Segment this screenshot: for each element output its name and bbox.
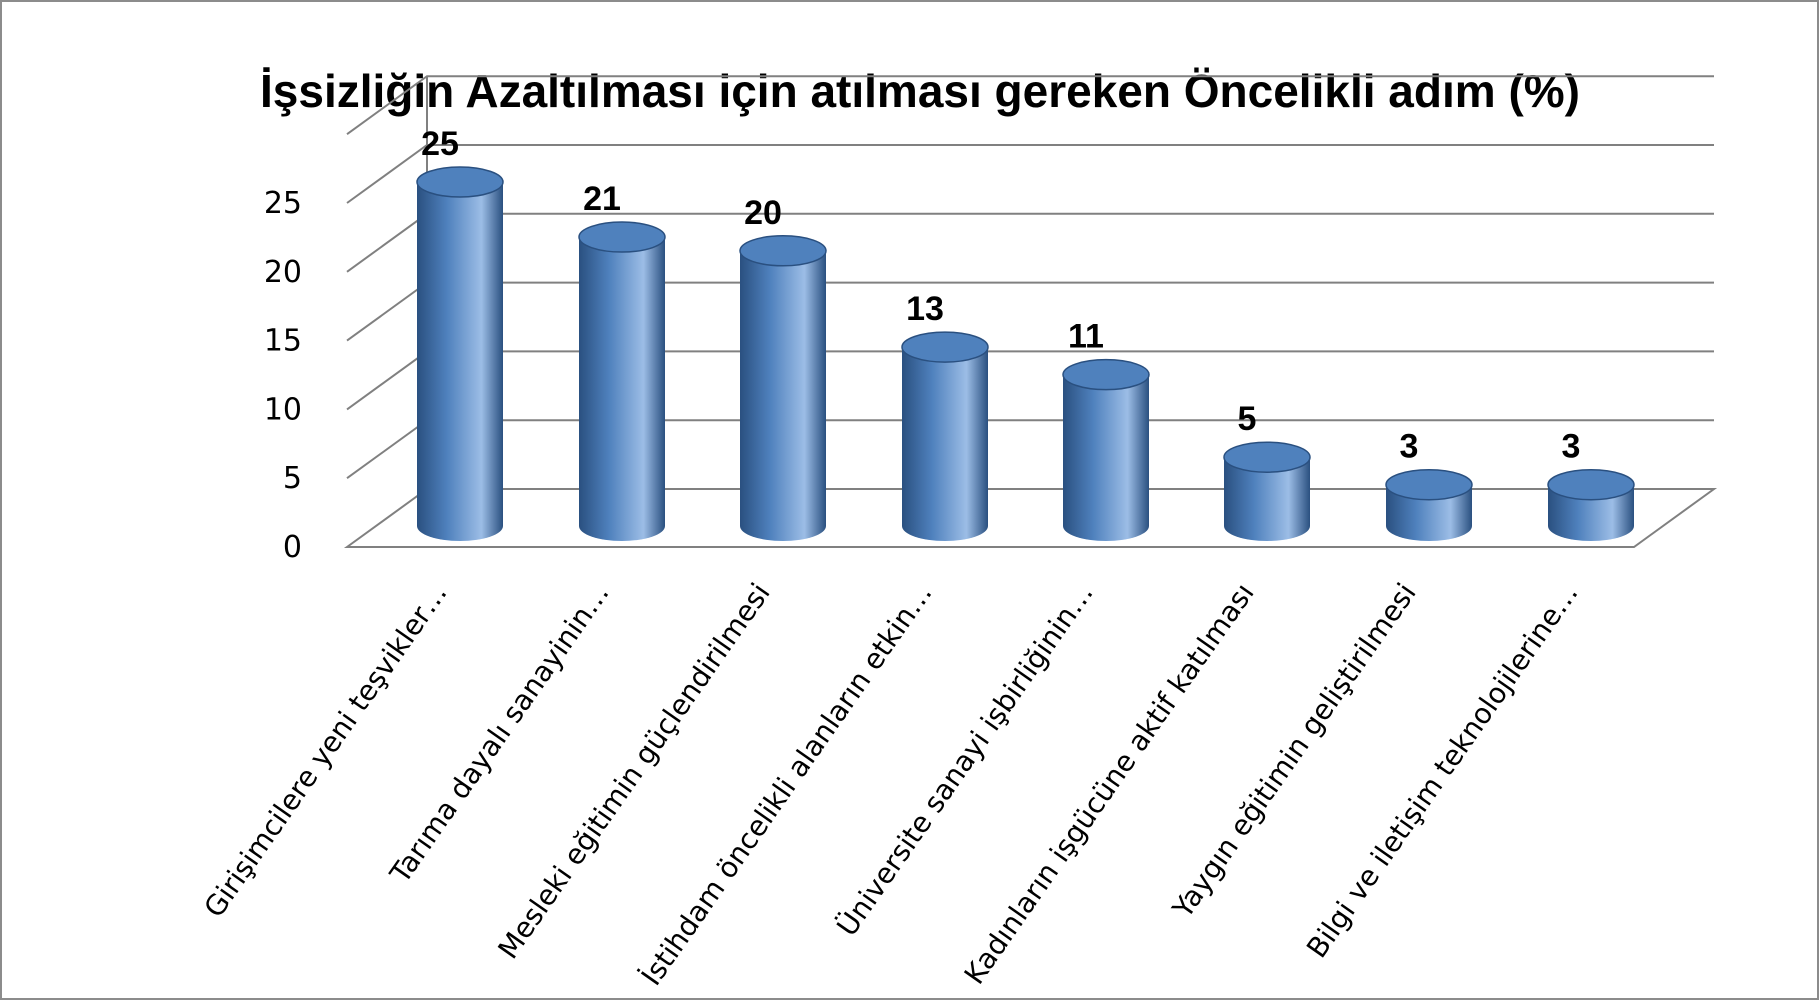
bar xyxy=(416,166,504,541)
data-label-layer: 25 21 20 13 11 5 3 3 xyxy=(421,125,1580,466)
bar-body xyxy=(1386,484,1472,541)
y-tick-label: 10 xyxy=(264,392,302,427)
data-label: 25 xyxy=(421,125,459,163)
bar-top xyxy=(1062,358,1150,391)
data-label: 3 xyxy=(1400,428,1419,466)
bar xyxy=(1547,468,1635,541)
data-label: 5 xyxy=(1238,400,1257,438)
bar-top xyxy=(416,166,504,198)
bar-body xyxy=(902,347,988,541)
y-tick-label: 15 xyxy=(264,324,302,359)
bar-top xyxy=(1223,441,1311,473)
y-axis: 0 5 10 15 20 25 xyxy=(264,186,302,565)
bar xyxy=(1223,441,1311,541)
y-tick-label: 5 xyxy=(283,461,302,496)
chart-floor xyxy=(343,488,1718,548)
bar-top xyxy=(901,331,989,363)
category-label: Mesleki eğitimin güçlendirilmesi xyxy=(491,577,776,965)
bar-top xyxy=(578,221,666,253)
bar-top xyxy=(739,235,827,267)
data-label: 11 xyxy=(1068,318,1104,356)
bar-body xyxy=(1548,484,1634,541)
bar-body xyxy=(740,250,826,542)
gridline xyxy=(346,144,1714,204)
x-axis: Girişimcilere yeni teşvikler…Tarıma daya… xyxy=(197,577,1584,992)
y-tick-label: 0 xyxy=(283,530,302,565)
chart-title: İşsizliğin Azaltılması için atılması ger… xyxy=(260,65,1580,117)
bar xyxy=(1062,358,1150,541)
bar-top xyxy=(1547,468,1635,501)
gridline xyxy=(346,419,1714,480)
category-label: İstihdam öncelikli alanların etkin… xyxy=(635,577,939,991)
category-label: Bilgi ve iletişim teknolojilerine… xyxy=(1300,577,1585,964)
grid-layer xyxy=(343,75,1718,548)
data-label: 13 xyxy=(906,290,944,328)
data-label: 3 xyxy=(1562,428,1581,466)
bar-body xyxy=(417,182,503,541)
bar-body xyxy=(579,237,665,542)
bar xyxy=(739,235,827,542)
gridline xyxy=(346,350,1714,411)
bar-body xyxy=(1063,374,1149,541)
y-tick-label: 25 xyxy=(264,186,302,221)
bar xyxy=(1385,468,1473,541)
gridline xyxy=(346,212,1714,273)
data-label: 21 xyxy=(583,180,621,218)
bar-top xyxy=(1385,468,1473,501)
bar-body xyxy=(1224,457,1310,541)
y-tick-label: 20 xyxy=(264,255,302,290)
bar-layer xyxy=(416,166,1635,542)
category-label: Kadınların işgücüne aktif katılması xyxy=(958,577,1261,990)
data-label: 20 xyxy=(744,194,782,232)
category-label: Üniversite sanayi işbirliğinin… xyxy=(830,577,1100,943)
bar xyxy=(901,331,989,541)
gridline xyxy=(346,281,1714,342)
bar xyxy=(578,221,666,542)
